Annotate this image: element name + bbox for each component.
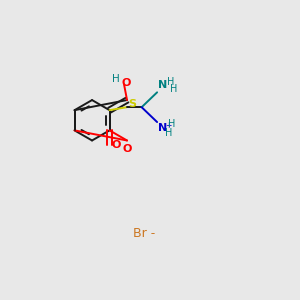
Text: H: H: [112, 74, 120, 84]
Text: H: H: [168, 118, 175, 128]
Text: +: +: [165, 122, 172, 130]
Text: O: O: [112, 140, 122, 150]
Text: O: O: [123, 144, 132, 154]
Text: O: O: [122, 78, 131, 88]
Text: N: N: [158, 123, 167, 133]
Text: H: H: [170, 84, 177, 94]
Text: N: N: [158, 80, 167, 90]
Text: S: S: [128, 99, 136, 109]
Text: H: H: [167, 77, 174, 87]
Text: Br -: Br -: [133, 227, 155, 240]
Text: H: H: [165, 128, 173, 138]
